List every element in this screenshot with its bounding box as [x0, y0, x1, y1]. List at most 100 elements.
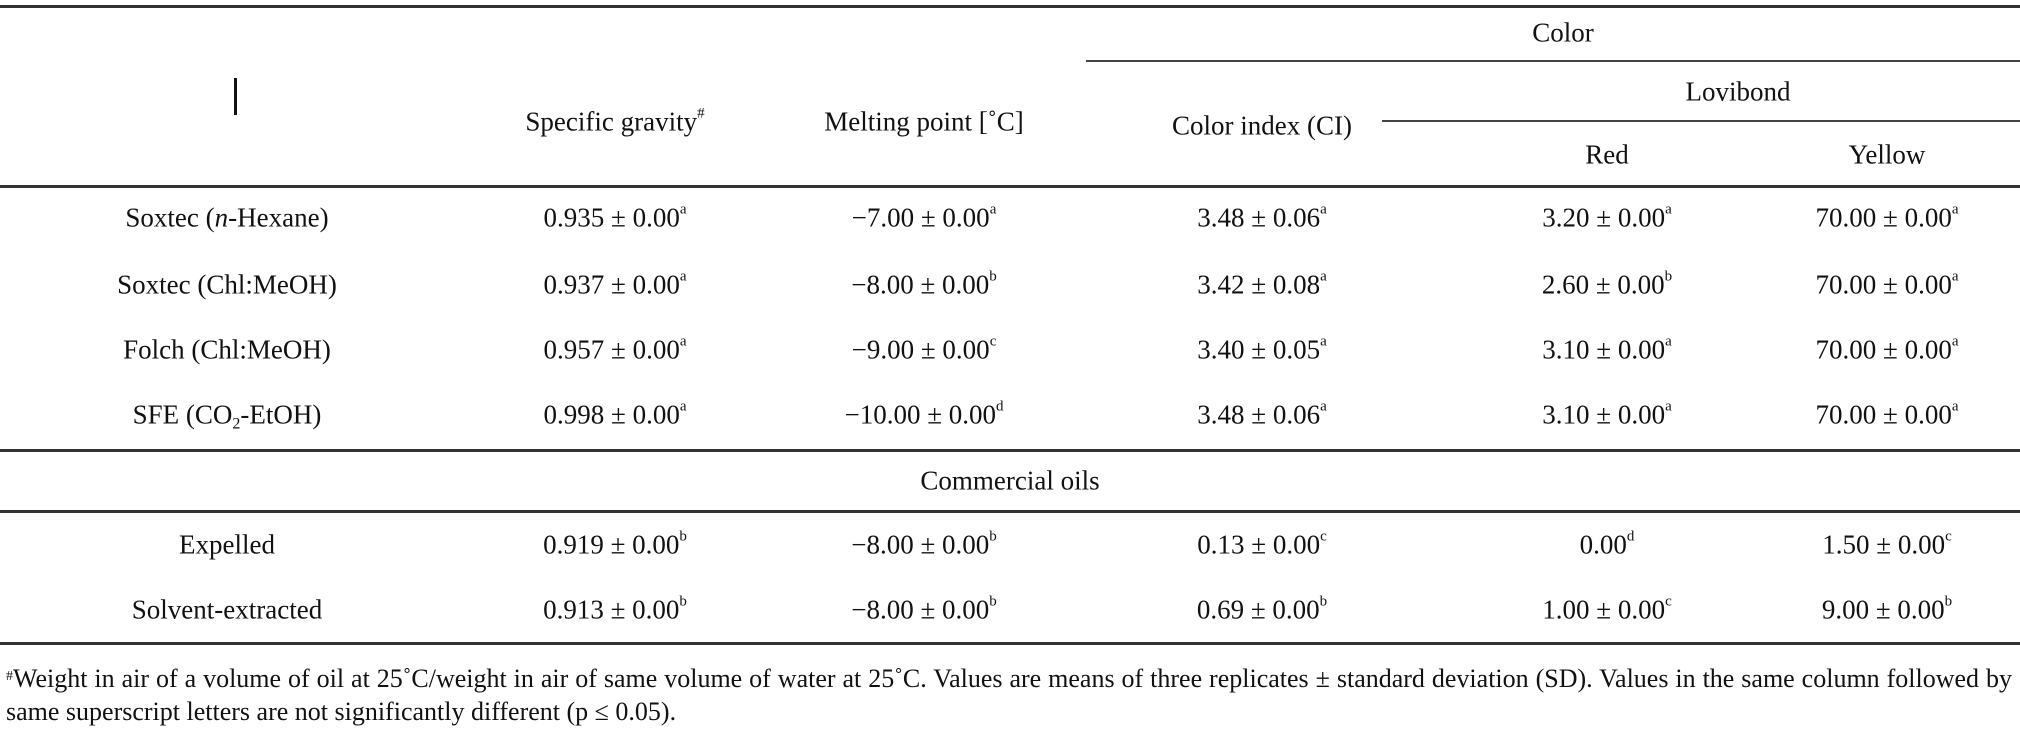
row-label-part: Folch (Chl:MeOH) [123, 334, 331, 365]
cell-value: 0.00 [1579, 529, 1627, 560]
row-label: Expelled [179, 529, 275, 560]
table-cell: 70.00 ± 0.00a [1815, 333, 1959, 365]
significance-letter: a [1665, 333, 1672, 350]
row-label-part: n [214, 202, 229, 233]
cell-value: 70.00 ± 0.00 [1815, 399, 1952, 430]
footnote-mark: # [6, 669, 13, 684]
table-cell: −7.00 ± 0.00a [851, 202, 997, 233]
row-label-part: SFE (CO [132, 399, 233, 430]
significance-letter: c [1320, 528, 1327, 545]
cell-value: 0.13 ± 0.00 [1197, 529, 1321, 560]
table-cell: 3.10 ± 0.00a [1542, 333, 1672, 365]
header-red: Red [1585, 139, 1629, 170]
cursor-mark [234, 78, 237, 115]
header-rule [0, 185, 2020, 188]
cell-value: −10.00 ± 0.00 [844, 399, 997, 430]
table-cell: 70.00 ± 0.00a [1815, 398, 1959, 430]
table-cell: 0.935 ± 0.00a [543, 202, 687, 233]
significance-letter: a [1665, 398, 1672, 415]
significance-letter: b [1664, 268, 1673, 285]
significance-letter: c [1665, 593, 1672, 610]
table-cell: 0.957 ± 0.00a [543, 334, 687, 365]
row-label: Soxtec (Chl:MeOH) [117, 269, 337, 300]
cell-value: 70.00 ± 0.00 [1815, 202, 1952, 233]
row-label-part: Soxtec ( [125, 202, 215, 233]
row-label-part: Solvent-extracted [131, 594, 323, 625]
significance-letter: c [1945, 528, 1952, 545]
significance-letter: a [1951, 398, 1959, 415]
cell-value: −8.00 ± 0.00 [851, 594, 990, 625]
significance-letter: d [996, 398, 1004, 415]
cell-value: 1.50 ± 0.00 [1822, 529, 1946, 560]
header-color-index: Color index (CI) [1172, 110, 1352, 141]
row-label-part: Expelled [179, 529, 275, 560]
section-rule-bottom [0, 510, 2020, 513]
significance-letter: a [1320, 398, 1327, 415]
table-cell: 3.48 ± 0.06a [1197, 398, 1327, 430]
table-cell: 3.42 ± 0.08a [1197, 268, 1327, 299]
table-cell: 3.20 ± 0.00a [1542, 201, 1672, 233]
cell-value: 3.10 ± 0.00 [1542, 399, 1666, 430]
cell-value: −7.00 ± 0.00 [851, 202, 990, 233]
significance-letter: a [1320, 268, 1327, 285]
significance-letter: a [1951, 201, 1959, 218]
table-cell: 1.00 ± 0.00c [1542, 593, 1672, 625]
significance-letter: a [679, 268, 687, 285]
cell-value: 3.40 ± 0.05 [1197, 334, 1321, 365]
table-cell: 70.00 ± 0.00a [1816, 269, 1959, 299]
footnote-mark: # [697, 105, 705, 122]
cell-value: 3.48 ± 0.06 [1197, 202, 1321, 233]
table-cell: 0.998 ± 0.00a [544, 399, 687, 429]
header-yellow: Yellow [1848, 139, 1926, 170]
table-cell: 3.40 ± 0.05a [1197, 334, 1327, 365]
cell-value: −9.00 ± 0.00 [851, 334, 990, 365]
cell-value: 70.00 ± 0.00 [1815, 334, 1952, 365]
row-label-part: Soxtec (Chl:MeOH) [117, 269, 337, 300]
row-label-part: -Hexane) [228, 202, 329, 233]
cell-value: 0.957 ± 0.00 [543, 334, 680, 365]
section-rule-top [0, 449, 2020, 452]
cell-value: 0.919 ± 0.00 [543, 529, 680, 560]
header-color: Color [1532, 17, 1594, 48]
row-label: Folch (Chl:MeOH) [123, 334, 331, 365]
header-specific-gravity: Specific gravity# [525, 105, 705, 136]
cell-value: 2.60 ± 0.00 [1541, 269, 1665, 300]
cell-value: 3.48 ± 0.06 [1197, 399, 1321, 430]
color-rule [1086, 60, 2020, 62]
header-melting-point: Melting point [˚C] [824, 106, 1024, 137]
table-cell: 3.48 ± 0.06a [1197, 201, 1327, 233]
table-cell: 0.13 ± 0.00c [1197, 528, 1327, 560]
table-cell: −8.00 ± 0.00b [851, 528, 997, 560]
table-cell: −9.00 ± 0.00c [851, 334, 997, 365]
significance-letter: a [1951, 333, 1959, 350]
cell-value: 3.10 ± 0.00 [1542, 334, 1666, 365]
significance-letter: b [679, 593, 687, 610]
table-cell: −8.00 ± 0.00b [851, 269, 997, 300]
significance-letter: b [989, 593, 997, 610]
cell-value: 0.69 ± 0.00 [1196, 594, 1320, 625]
table-cell: 0.69 ± 0.00b [1196, 594, 1327, 625]
table-cell: 9.00 ± 0.00b [1821, 594, 1952, 625]
footnote-text: Weight in air of a volume of oil at 25˚C… [6, 664, 2012, 726]
cell-value: 9.00 ± 0.00 [1821, 594, 1945, 625]
significance-letter: a [1320, 201, 1327, 218]
table-cell: −10.00 ± 0.00d [844, 398, 1004, 430]
cell-value: −8.00 ± 0.00 [851, 529, 990, 560]
significance-letter: a [1665, 201, 1672, 218]
table-cell: 2.60 ± 0.00b [1541, 268, 1673, 300]
row-label-part: 2 [232, 415, 241, 433]
bottom-rule [0, 642, 2020, 645]
header-lovibond: Lovibond [1685, 76, 1791, 107]
cell-value: 1.00 ± 0.00 [1542, 594, 1666, 625]
cell-value: 0.935 ± 0.00 [543, 202, 680, 233]
cell-value: −8.00 ± 0.00 [851, 269, 990, 300]
table-cell: 3.10 ± 0.00a [1542, 398, 1672, 430]
table-cell: 0.937 ± 0.00a [544, 268, 687, 299]
section-label-commercial-oils: Commercial oils [920, 465, 1100, 496]
table-cell: −8.00 ± 0.00b [851, 593, 997, 625]
row-label-part: -EtOH) [240, 399, 322, 430]
cell-value: 3.20 ± 0.00 [1542, 202, 1666, 233]
row-label: Soxtec (n-Hexane) [125, 202, 329, 233]
significance-letter: b [679, 528, 687, 545]
significance-letter: b [989, 528, 997, 545]
